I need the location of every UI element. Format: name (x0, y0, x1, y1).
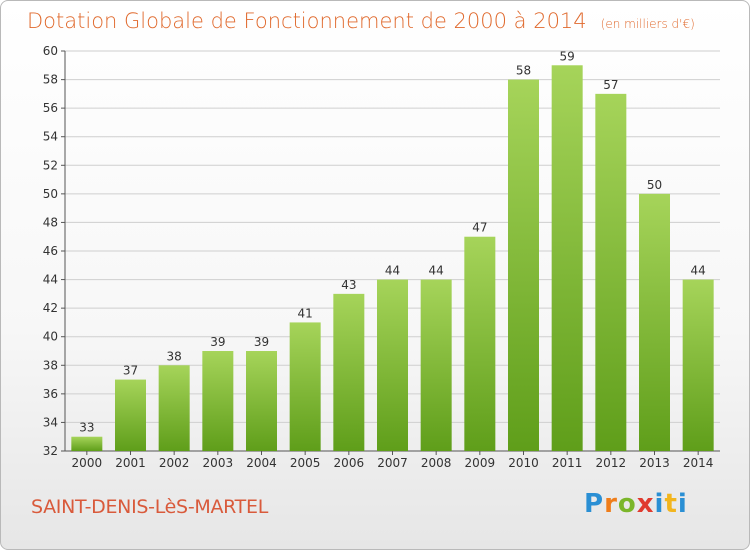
y-tick-labels: 32 34 36 38 40 42 44 46 48 50 52 54 56 58 60 (43, 44, 58, 458)
x-tick-label: 2001 (115, 456, 146, 470)
x-tick-label: 2006 (334, 456, 365, 470)
bar-2010 (508, 79, 539, 452)
logo-letter: i (677, 489, 688, 519)
commune-name: SAINT-DENIS-LèS-MARTEL (31, 496, 268, 518)
bar-2009 (464, 236, 496, 451)
x-tick-label: 2014 (683, 456, 714, 470)
value-label: 57 (603, 78, 618, 92)
value-label: 39 (254, 335, 269, 349)
proxiti-logo: Proxiti (584, 489, 688, 519)
y-tick-label: 36 (43, 387, 58, 401)
x-tick-label: 2003 (203, 456, 234, 470)
x-tick-label: 2007 (377, 456, 408, 470)
value-label: 44 (385, 264, 400, 278)
value-labels: 33 37 38 39 39 41 43 44 44 47 58 59 57 50 44 (79, 49, 706, 434)
bars (71, 65, 714, 452)
x-tick-label: 2012 (596, 456, 627, 470)
value-label: 58 (516, 64, 531, 78)
value-label: 50 (647, 178, 662, 192)
value-label: 44 (691, 264, 706, 278)
logo-letter: P (584, 489, 605, 519)
y-tick-label: 58 (43, 73, 58, 87)
bar-2013 (639, 193, 670, 451)
logo-letter: i (654, 489, 665, 519)
y-tick-label: 44 (43, 273, 58, 287)
y-tick-label: 34 (43, 415, 58, 429)
x-tick-label: 2011 (552, 456, 583, 470)
bar-2004 (246, 351, 277, 451)
bar-2011 (551, 65, 583, 452)
x-tick-label: 2005 (290, 456, 321, 470)
y-tick-label: 46 (43, 244, 58, 258)
x-tick-label: 2004 (246, 456, 277, 470)
value-label: 38 (167, 349, 182, 363)
value-label: 33 (79, 421, 94, 435)
y-tick-label: 32 (43, 444, 58, 458)
bar-2012 (595, 93, 627, 451)
bar-2014 (682, 279, 714, 451)
value-label: 59 (560, 49, 575, 63)
x-tick-label: 2009 (465, 456, 496, 470)
bar-2001 (115, 379, 146, 451)
value-label: 44 (429, 264, 444, 278)
x-tick-label: 2000 (72, 456, 103, 470)
bar-2006 (333, 293, 365, 451)
y-tick-label: 40 (43, 330, 58, 344)
chart-subtitle: (en milliers d'€) (600, 17, 695, 31)
value-label: 47 (472, 221, 487, 235)
bar-2007 (377, 279, 408, 451)
y-tick-label: 42 (43, 301, 58, 315)
logo-letter: x (636, 489, 655, 519)
chart-title-text: Dotation Globale de Fonctionnement de 20… (27, 9, 587, 33)
y-tick-label: 50 (43, 187, 58, 201)
x-tick-label: 2002 (159, 456, 190, 470)
y-tick-label: 56 (43, 101, 58, 115)
bar-2008 (420, 279, 452, 451)
chart-title: Dotation Globale de Fonctionnement de 20… (27, 9, 695, 33)
logo-letter: r (604, 489, 618, 519)
y-tick-label: 60 (43, 44, 58, 58)
bar-2000 (71, 436, 103, 451)
logo-letter: o (617, 489, 637, 519)
bar-2005 (289, 322, 321, 451)
x-tick-labels: 2000 2001 2002 2003 2004 2005 2006 2007 2008 2009… (72, 456, 714, 470)
bar-2002 (158, 365, 190, 451)
value-label: 43 (341, 278, 356, 292)
x-tick-label: 2008 (421, 456, 452, 470)
value-label: 41 (298, 306, 313, 320)
x-tick-label: 2013 (639, 456, 670, 470)
y-tick-label: 38 (43, 358, 58, 372)
bar-2003 (202, 351, 234, 451)
y-tick-label: 54 (43, 130, 58, 144)
value-label: 37 (123, 364, 138, 378)
x-tick-label: 2010 (508, 456, 539, 470)
y-tick-label: 48 (43, 215, 58, 229)
logo-letter: t (664, 489, 678, 519)
y-tick-label: 52 (43, 158, 58, 172)
value-label: 39 (210, 335, 225, 349)
